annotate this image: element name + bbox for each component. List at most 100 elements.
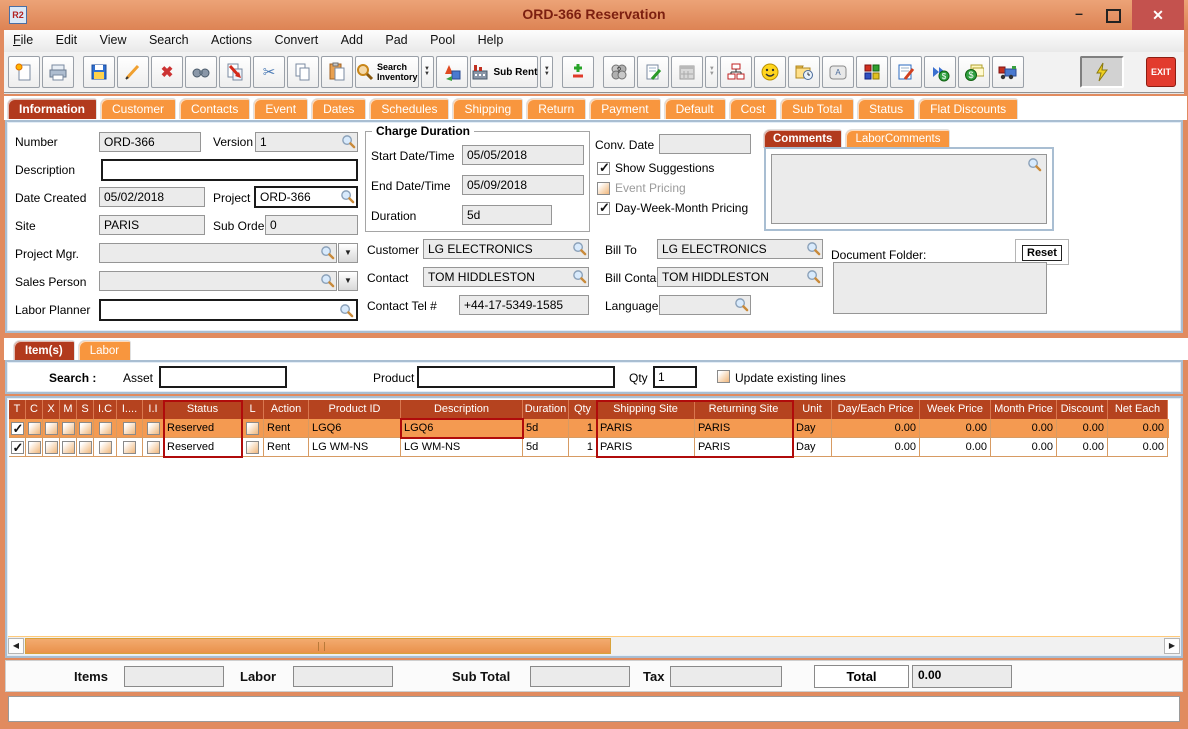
cell-week-price[interactable]: 0.00: [920, 438, 991, 457]
column-header-action[interactable]: Action: [264, 400, 309, 419]
column-header-ii[interactable]: I.I: [143, 400, 164, 419]
menu-search[interactable]: Search: [148, 33, 189, 47]
cell-shipping-site[interactable]: PARIS: [597, 419, 695, 438]
site-field[interactable]: PARIS: [99, 215, 205, 235]
tab-flat-discounts[interactable]: Flat Discounts: [918, 98, 1019, 119]
end-date-field[interactable]: 05/09/2018: [462, 175, 584, 195]
column-header-shipping-site[interactable]: Shipping Site: [597, 400, 695, 419]
menu-view[interactable]: View: [99, 33, 127, 47]
cell-description[interactable]: LGQ6: [401, 419, 523, 438]
search-icon[interactable]: [320, 273, 335, 288]
minimize-button[interactable]: –: [1075, 5, 1083, 21]
column-header-c[interactable]: C: [26, 400, 43, 419]
row-checkbox-i[interactable]: [123, 440, 136, 454]
comments-field[interactable]: [771, 154, 1047, 224]
cell-product-id[interactable]: LGQ6: [309, 419, 401, 438]
cell-week-price[interactable]: 0.00: [920, 419, 991, 438]
exit-button[interactable]: EXIT: [1146, 57, 1176, 87]
column-header-returning-site[interactable]: Returning Site: [695, 400, 793, 419]
column-header-ic[interactable]: I.C: [94, 400, 117, 419]
qty-input[interactable]: [653, 366, 697, 388]
cell-discount[interactable]: 0.00: [1057, 438, 1108, 457]
delete-button[interactable]: ✖: [151, 56, 183, 88]
invoice-button[interactable]: $: [958, 56, 991, 88]
tab-dates[interactable]: Dates: [311, 98, 367, 119]
search-icon[interactable]: [572, 269, 587, 284]
tab-customer[interactable]: Customer: [100, 98, 177, 119]
column-header-status[interactable]: Status: [164, 400, 242, 419]
column-header-month-price[interactable]: Month Price: [991, 400, 1057, 419]
date-created-field[interactable]: 05/02/2018: [99, 187, 205, 207]
cell-duration[interactable]: 5d: [523, 419, 569, 438]
column-header-m[interactable]: M: [60, 400, 77, 419]
search-icon[interactable]: [806, 269, 821, 284]
contact-field[interactable]: TOM HIDDLESTON: [423, 267, 589, 287]
row-checkbox-ii[interactable]: [146, 440, 160, 454]
edit-document-button[interactable]: [890, 56, 923, 88]
column-header-i[interactable]: I....: [117, 400, 143, 419]
scrollbar-thumb[interactable]: [25, 638, 611, 654]
row-checkbox-x[interactable]: [44, 421, 58, 435]
tab-sub-total[interactable]: Sub Total: [780, 98, 855, 119]
menu-actions[interactable]: Actions: [211, 33, 252, 47]
column-header-x[interactable]: X: [43, 400, 60, 419]
new-order-button[interactable]: [8, 56, 40, 88]
menu-pad[interactable]: Pad: [385, 33, 408, 47]
search-icon[interactable]: [341, 134, 356, 149]
copy-button[interactable]: [287, 56, 319, 88]
row-checkbox-l[interactable]: [246, 421, 259, 435]
row-checkbox-i[interactable]: [123, 421, 136, 435]
row-checkbox-s[interactable]: [78, 440, 92, 454]
update-existing-lines-checkbox[interactable]: [717, 370, 730, 383]
row-checkbox-c[interactable]: [27, 421, 41, 435]
labor-planner-field[interactable]: [99, 299, 358, 321]
event-pricing-checkbox[interactable]: [597, 182, 610, 195]
delivery-button[interactable]: [992, 56, 1025, 88]
bill-to-field[interactable]: LG ELECTRONICS: [657, 239, 823, 259]
edit-button[interactable]: [117, 56, 149, 88]
maximize-button[interactable]: [1100, 0, 1126, 30]
show-suggestions-checkbox[interactable]: [597, 160, 610, 176]
cell-shipping-site[interactable]: PARIS: [597, 438, 695, 457]
column-header-l[interactable]: L: [242, 400, 264, 419]
column-header-product-id[interactable]: Product ID: [309, 400, 401, 419]
cut-button[interactable]: ✂: [253, 56, 285, 88]
menu-convert[interactable]: Convert: [274, 33, 319, 47]
cell-month-price[interactable]: 0.00: [991, 438, 1057, 457]
cell-status[interactable]: Reserved: [164, 419, 242, 438]
org-chart-button[interactable]: [720, 56, 753, 88]
packages-button[interactable]: [856, 56, 889, 88]
tab-event[interactable]: Event: [253, 98, 309, 119]
cell-qty[interactable]: 1: [569, 438, 597, 457]
search-inventory-dropdown[interactable]: ▼ ▼: [420, 56, 434, 88]
cell-net-each[interactable]: 0.00: [1108, 419, 1168, 438]
column-header-net-each[interactable]: Net Each: [1108, 400, 1168, 419]
tab-comments[interactable]: Comments: [763, 129, 843, 148]
menu-help[interactable]: Help: [477, 33, 504, 47]
find-button[interactable]: [185, 56, 217, 88]
project-field[interactable]: ORD-366: [254, 186, 358, 208]
column-header-duration[interactable]: Duration: [523, 400, 569, 419]
group-query-button[interactable]: ?: [603, 56, 636, 88]
cell-unit[interactable]: Day: [793, 438, 832, 457]
project-mgr-dropdown[interactable]: ▼: [338, 243, 358, 263]
row-checkbox-c[interactable]: [27, 440, 41, 454]
close-button[interactable]: ✕: [1132, 0, 1184, 30]
tab-default[interactable]: Default: [663, 98, 726, 119]
row-checkbox-ic[interactable]: [98, 421, 112, 435]
search-icon[interactable]: [734, 297, 749, 312]
column-header-description[interactable]: Description: [401, 400, 523, 419]
cell-status[interactable]: Reserved: [164, 438, 242, 457]
cell-returning-site[interactable]: PARIS: [695, 419, 793, 438]
cell-discount[interactable]: 0.00: [1057, 419, 1108, 438]
scroll-right-arrow[interactable]: ▶: [1164, 638, 1180, 654]
tab-schedules[interactable]: Schedules: [369, 98, 450, 119]
project-mgr-field[interactable]: [99, 243, 337, 263]
cell-duration[interactable]: 5d: [523, 438, 569, 457]
sales-person-field[interactable]: [99, 271, 337, 291]
row-checkbox-l[interactable]: [246, 440, 259, 454]
tab-cost[interactable]: Cost: [728, 98, 778, 119]
tab-information[interactable]: Information: [7, 98, 97, 119]
search-inventory-button[interactable]: Search Inventory: [355, 56, 419, 88]
customer-field[interactable]: LG ELECTRONICS: [423, 239, 589, 259]
